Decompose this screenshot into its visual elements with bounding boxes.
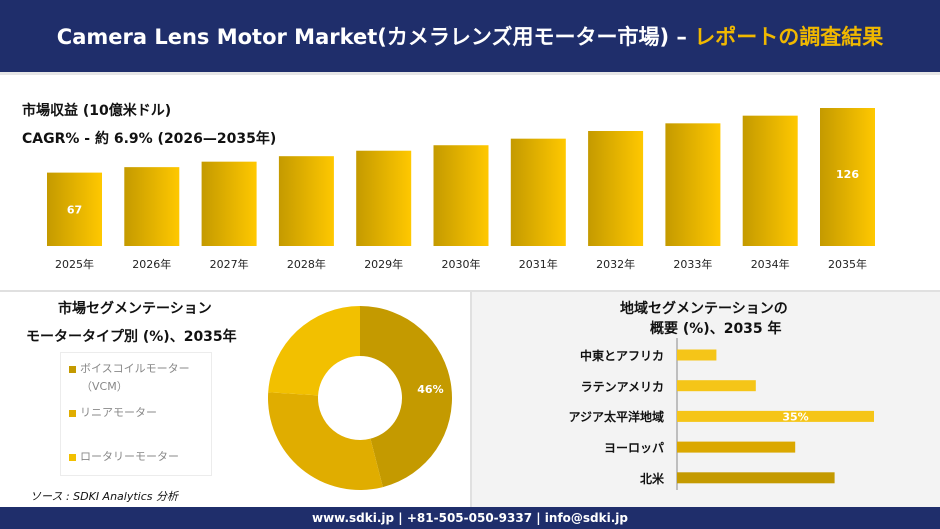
x-tick-label: 2025年 — [55, 257, 94, 271]
revenue-bar — [588, 131, 644, 246]
header-divider — [0, 72, 940, 75]
x-tick-label: 2030年 — [442, 257, 481, 271]
region-bar — [677, 349, 717, 361]
donut-slice — [268, 392, 383, 490]
section-divider — [0, 290, 940, 292]
footer-bar: www.sdki.jp | +81-505-050-9337 | info@sd… — [0, 507, 940, 529]
region-panel — [472, 292, 940, 507]
revenue-bar — [820, 108, 875, 246]
motor-type-donut-chart: 46% — [268, 306, 452, 490]
x-tick-label: 2027年 — [210, 257, 249, 271]
revenue-bar — [47, 172, 102, 246]
region-label: ヨーロッパ — [603, 441, 664, 456]
region-bar — [677, 441, 796, 453]
data-label: 126 — [836, 168, 859, 181]
x-tick-label: 2028年 — [287, 257, 326, 271]
revenue-bar — [433, 145, 489, 246]
donut-slice — [268, 306, 360, 396]
revenue-bar — [510, 138, 566, 246]
x-tick-label: 2034年 — [751, 257, 790, 271]
region-data-label: 35% — [782, 410, 808, 423]
segment-title: 市場セグメンテーション — [58, 301, 212, 317]
data-label: 67 — [67, 203, 82, 216]
region-bar — [677, 472, 835, 484]
legend-item-vcm: ボイスコイルモーター — [69, 361, 190, 377]
revenue-bar — [124, 167, 180, 246]
region-bar-chart: 35% — [676, 338, 874, 490]
region-bar — [677, 410, 874, 422]
region-label: ラテンアメリカ — [580, 379, 664, 394]
x-tick-label: 2029年 — [364, 257, 403, 271]
x-tick-label: 2031年 — [519, 257, 558, 271]
region-subtitle: 概要 (%)、2035 年 — [650, 321, 782, 337]
page-title: Camera Lens Motor Market(カメラレンズ用モーター市場) … — [57, 21, 883, 51]
title-main: Camera Lens Motor Market(カメラレンズ用モーター市場) … — [56, 25, 687, 49]
region-bar — [677, 380, 756, 392]
legend-item-linear: リニアモーター — [69, 405, 157, 421]
region-title: 地域セグメンテーションの — [620, 301, 788, 317]
header-banner: Camera Lens Motor Market(カメラレンズ用モーター市場) … — [0, 0, 940, 72]
x-tick-label: 2035年 — [828, 257, 867, 271]
x-tick-label: 2026年 — [132, 257, 171, 271]
source-note: ソース : SDKI Analytics 分析 — [30, 490, 179, 503]
donut-slice — [360, 306, 452, 488]
legend-item-vcm-abbrev: （VCM） — [81, 380, 128, 393]
legend-swatch — [69, 453, 76, 461]
x-tick-label: 2032年 — [596, 257, 635, 271]
region-label: アジア太平洋地域 — [568, 410, 664, 425]
legend-swatch — [69, 409, 76, 417]
revenue-bar — [742, 115, 798, 247]
legend-item-rotary: ロータリーモーター — [69, 449, 179, 465]
revenue-bar-chart: 2025年 67 2026年 2027年 2028年 2029年 2030年 2031年 203… — [47, 108, 875, 271]
revenue-bar — [356, 150, 412, 246]
x-tick-label: 2033年 — [673, 257, 712, 271]
revenue-label: 市場収益 (10億米ドル) — [22, 103, 172, 119]
contact-info: www.sdki.jp | +81-505-050-9337 | info@sd… — [311, 511, 628, 525]
segment-subtitle: モータータイプ別 (%)、2035年 — [26, 329, 237, 345]
cagr-label: CAGR% - 約 6.9% (2026—2035年) — [22, 131, 277, 147]
region-label: 北米 — [639, 471, 664, 486]
title-highlight: レポートの調査結果 — [694, 25, 884, 49]
revenue-bar — [278, 156, 334, 246]
region-label: 中東とアフリカ — [579, 349, 664, 363]
panel-divider — [470, 292, 472, 507]
pie-legend: ボイスコイルモーター （VCM） リニアモーター ロータリーモーター — [60, 352, 212, 476]
revenue-bar — [201, 161, 257, 246]
revenue-bar — [665, 123, 721, 246]
legend-swatch — [69, 365, 76, 373]
slice-label: 46% — [417, 383, 443, 396]
